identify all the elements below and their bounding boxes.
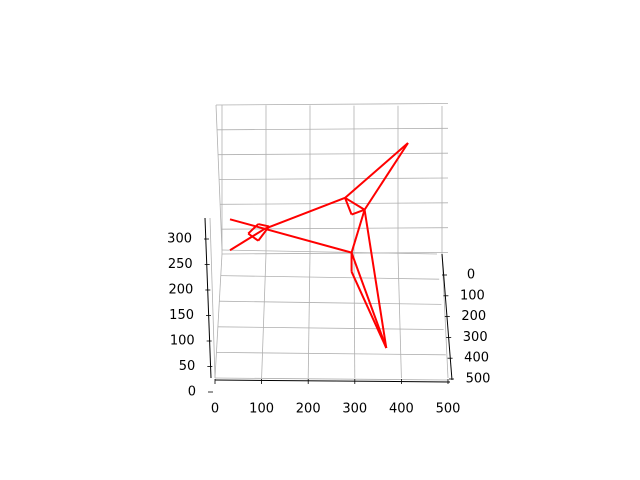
grid-line-y-floor: [216, 352, 446, 356]
z-tick-label: 50: [179, 359, 196, 374]
z-axis-line: [204, 217, 212, 379]
series-segment: [258, 223, 270, 228]
series-segment: [264, 196, 346, 230]
series-0: [229, 142, 409, 349]
grid-line-z-back: [218, 177, 449, 180]
series-segment: [229, 227, 266, 252]
y-tick-label: 0: [467, 268, 475, 283]
grid-line-x-floor: [214, 253, 223, 379]
grid: [209, 103, 449, 381]
series-segment: [257, 225, 270, 242]
x-tick-label: 0: [211, 402, 219, 417]
z-tick-label: 200: [169, 283, 194, 298]
z-tick-label: 150: [169, 308, 194, 323]
grid-line-y-floor: [220, 275, 440, 280]
grid-line-x-floor: [353, 253, 356, 379]
plot-area: [229, 142, 409, 349]
y-tick-label: 500: [466, 372, 491, 387]
series-segment: [264, 227, 352, 254]
x-tick-label: 500: [436, 402, 461, 417]
series-segment: [350, 271, 388, 349]
z-tick-label: 250: [168, 257, 193, 272]
grid-line-z-back: [220, 227, 449, 230]
z-tick-label: 100: [170, 334, 195, 349]
series-segment: [229, 218, 265, 230]
z-tick-label: 300: [167, 232, 192, 247]
x-tick-label: 200: [296, 402, 321, 417]
series-segment: [350, 252, 388, 349]
grid-line-x-floor: [261, 253, 267, 379]
axes: 0 100 200 300 400 500 0 100 200 300 400 500 0 50 100 15…: [167, 217, 491, 417]
series-segment: [363, 209, 388, 349]
grid-line-left-wall: [215, 104, 223, 251]
grid-line-y-floor: [221, 249, 438, 255]
series-segment: [247, 223, 259, 235]
grid-line-z-back: [221, 252, 449, 255]
y-tick-label: 300: [463, 330, 488, 345]
x-tick-label: 400: [389, 402, 414, 417]
grid-line-y-floor: [214, 377, 449, 381]
grid-line-y-floor: [219, 300, 442, 305]
y-tick-label: 400: [464, 351, 489, 366]
grid-line-z-back: [217, 152, 449, 156]
series-segment: [351, 208, 365, 216]
x-tick-label: 300: [342, 402, 367, 417]
series-segment: [344, 197, 353, 215]
series-segment: [350, 209, 366, 253]
grid-line-x-floor: [307, 253, 311, 379]
x-axis-line: [214, 379, 451, 383]
x-tick-label: 100: [249, 402, 274, 417]
z-tick-label: 0: [188, 385, 196, 400]
y-tick-label: 100: [460, 288, 485, 303]
series-segment: [344, 142, 409, 199]
series-segment: [247, 232, 259, 242]
series-segment: [363, 142, 409, 211]
grid-line-y-floor: [217, 326, 444, 330]
grid-line-z-back: [219, 202, 449, 205]
series-segment: [344, 196, 366, 211]
grid-line-z-back: [216, 127, 449, 131]
grid-line-z-back: [215, 103, 449, 106]
y-tick-label: 200: [461, 309, 486, 324]
grid-line-left-front: [209, 217, 216, 379]
grid-line-x-floor: [397, 253, 402, 379]
